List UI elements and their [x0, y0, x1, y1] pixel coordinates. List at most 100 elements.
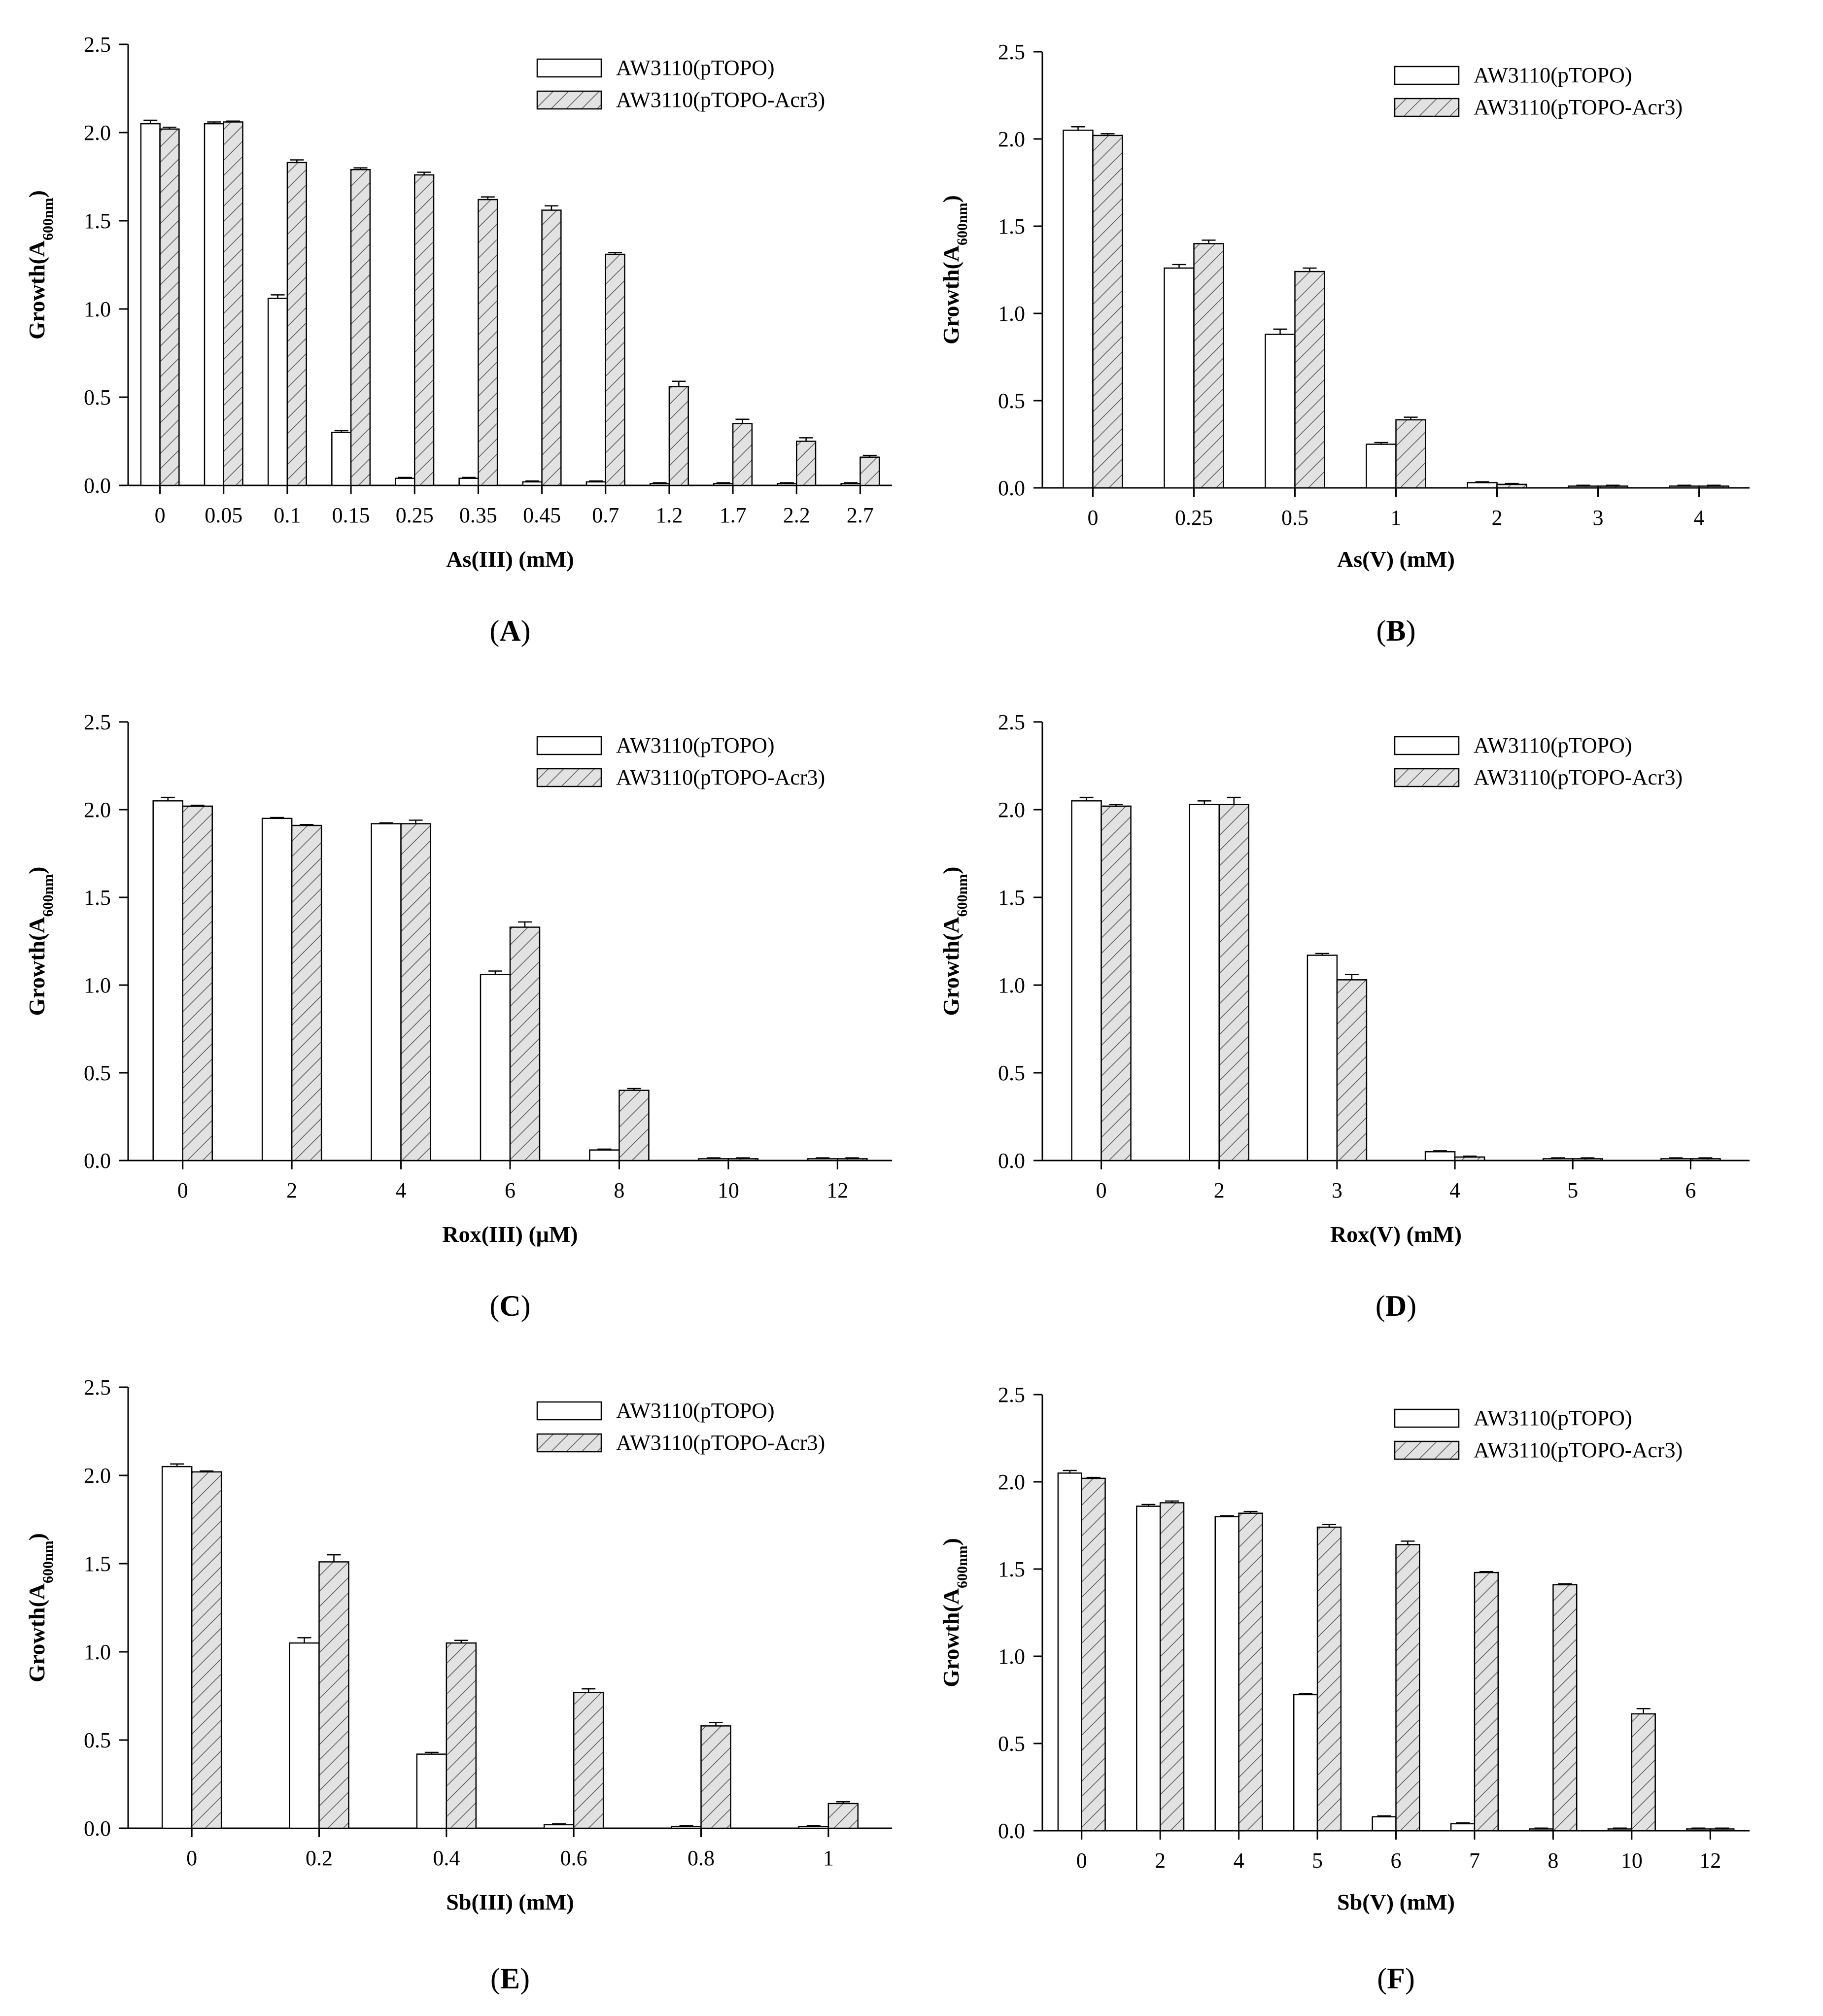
- x-tick-label: 4: [1694, 506, 1705, 530]
- y-axis-title-close: ): [24, 1533, 49, 1540]
- bar-ptopo-acr3-6: [1690, 1158, 1721, 1162]
- panel-label: (C): [489, 1290, 530, 1322]
- bar-ptopo-6: [1372, 1816, 1397, 1832]
- x-tick-label: 2.2: [783, 503, 810, 527]
- y-tick-label: 0.5: [84, 1061, 111, 1085]
- x-tick-label: 2: [1492, 506, 1503, 530]
- legend-swatch-ptopo: [536, 1401, 602, 1421]
- x-tick-label: 0.15: [332, 503, 370, 527]
- bar-ptopo-acr3-7: [1474, 1572, 1499, 1832]
- panel-label-open: (: [1377, 1962, 1387, 1995]
- legend-label-ptopo: AW3110(pTOPO): [1474, 63, 1632, 87]
- x-tick-label: 7: [1469, 1848, 1480, 1873]
- y-axis-title-close: ): [24, 866, 49, 874]
- bar-ptopo-4: [1424, 1151, 1456, 1162]
- panel-label-open: (: [490, 1962, 500, 1995]
- x-tick-label: 1.2: [655, 503, 683, 527]
- y-axis-title: Growth(A600nm): [24, 866, 56, 1016]
- y-tick-label: 2.5: [84, 1375, 111, 1400]
- x-tick-label: 1: [1391, 506, 1402, 530]
- y-tick-label: 2.0: [84, 1464, 111, 1488]
- x-axis-title: As(V) (mM): [1337, 547, 1455, 572]
- bar-ptopo-0.4: [416, 1753, 447, 1829]
- x-tick-label: 5: [1312, 1848, 1323, 1873]
- x-axis-title: Sb(III) (mM): [446, 1889, 574, 1914]
- x-tick-label: 0: [186, 1846, 197, 1870]
- legend-swatch-ptopo-acr3: [1394, 98, 1460, 117]
- chart-panel-B: 0.0 0.5 1.0 1.5 2.0 2.5 Growth(A600nm) 0 0.25 0.5…: [938, 40, 1750, 647]
- bar-ptopo-acr3-0.15: [350, 169, 371, 486]
- legend: AW3110(pTOPO) AW3110(pTOPO-Acr3): [536, 1399, 825, 1455]
- bar-ptopo-4: [1214, 1516, 1239, 1832]
- bar-ptopo-acr3-0.25: [1193, 243, 1224, 489]
- x-tick-label: 3: [1593, 506, 1604, 530]
- bar-ptopo-2: [1467, 482, 1498, 489]
- panel-label-close: ): [521, 615, 531, 647]
- bar-ptopo-1.7: [713, 483, 734, 486]
- legend-swatch-ptopo: [1394, 66, 1460, 85]
- legend-swatch-ptopo-acr3: [536, 1433, 602, 1453]
- y-tick-label: 0.5: [998, 389, 1025, 413]
- bar-ptopo-0: [1063, 130, 1094, 489]
- y-tick-label: 2.5: [998, 40, 1025, 64]
- chart-panel-D: 0.0 0.5 1.0 1.5 2.0 2.5 Growth(A600nm) 0 2 3 4 5 6 Ro…: [938, 710, 1750, 1322]
- bar-ptopo-0.6: [543, 1824, 575, 1829]
- bar-ptopo-2.2: [777, 483, 797, 486]
- panel-label-open: (: [1376, 615, 1386, 647]
- y-axis-title: Growth(A600nm): [938, 1538, 970, 1687]
- bar-ptopo-acr3-3: [1336, 979, 1368, 1162]
- x-tick-label: 2: [1155, 1848, 1166, 1873]
- bar-ptopo-acr3-2: [1218, 804, 1249, 1162]
- y-tick-label: 0.0: [84, 1149, 111, 1173]
- bar-ptopo-acr3-0: [182, 805, 213, 1162]
- bar-ptopo-0.05: [204, 123, 224, 486]
- legend-swatch-ptopo: [1394, 1408, 1460, 1428]
- bar-ptopo-acr3-10: [1631, 1713, 1656, 1832]
- bar-ptopo-acr3-0.45: [541, 209, 562, 486]
- y-tick-label: 2.0: [84, 798, 111, 822]
- x-tick-label: 0.5: [1281, 506, 1308, 530]
- chart-panel-E: 0.0 0.5 1.0 1.5 2.0 2.5 Growth(A600nm) 0 0.2 0.4 0…: [24, 1375, 892, 1995]
- bar-ptopo-10: [1607, 1828, 1633, 1832]
- legend-label-ptopo: AW3110(pTOPO): [616, 56, 775, 80]
- y-tick-label: 1.0: [998, 302, 1025, 326]
- bar-ptopo-acr3-4: [400, 823, 431, 1162]
- bar-ptopo-5: [1543, 1158, 1574, 1162]
- y-axis-title-main: Growth(A: [938, 917, 963, 1016]
- bar-ptopo-acr3-5: [1316, 1526, 1342, 1832]
- legend-label-ptopo: AW3110(pTOPO): [616, 1399, 775, 1423]
- x-tick-label: 5: [1567, 1178, 1578, 1202]
- bar-ptopo-acr3-1.2: [668, 386, 689, 486]
- y-tick-label: 1.0: [84, 973, 111, 997]
- x-axis-title: As(III) (mM): [446, 547, 574, 572]
- y-tick-label: 0.0: [998, 1149, 1025, 1173]
- x-tick-label: 2: [1214, 1178, 1225, 1202]
- bar-ptopo-acr3-0: [1101, 805, 1132, 1162]
- y-axis-title-main: Growth(A: [24, 1583, 49, 1682]
- y-tick-label: 0.0: [998, 476, 1025, 500]
- bar-ptopo-acr3-6: [509, 926, 541, 1162]
- panel-label: (D): [1376, 1290, 1416, 1322]
- panel-label: (B): [1376, 615, 1416, 647]
- panel-label-close: ): [1407, 1290, 1416, 1322]
- panel-label-open: (: [1376, 1290, 1385, 1322]
- legend-label-ptopo: AW3110(pTOPO): [616, 733, 775, 757]
- bar-ptopo-6: [480, 974, 511, 1162]
- panel-label-letter: F: [1387, 1962, 1405, 1995]
- bar-ptopo-acr3-3: [1597, 485, 1628, 489]
- bar-ptopo-acr3-4: [1454, 1156, 1485, 1162]
- y-tick-label: 1.5: [84, 886, 111, 910]
- panel-label-open: (: [489, 1290, 499, 1322]
- y-tick-label: 0.5: [84, 385, 111, 410]
- bar-ptopo-0: [1071, 800, 1102, 1162]
- bar-ptopo-acr3-0.8: [700, 1725, 731, 1829]
- y-tick-label: 2.5: [998, 710, 1025, 734]
- x-tick-label: 0.8: [688, 1846, 715, 1870]
- x-tick-label: 6: [1685, 1178, 1696, 1202]
- x-tick-label: 2.7: [847, 503, 874, 527]
- x-tick-label: 0: [1076, 1848, 1087, 1873]
- bar-ptopo-0.45: [522, 481, 543, 486]
- x-axis-title: Rox(V) (mM): [1330, 1222, 1462, 1247]
- legend: AW3110(pTOPO) AW3110(pTOPO-Acr3): [536, 56, 825, 112]
